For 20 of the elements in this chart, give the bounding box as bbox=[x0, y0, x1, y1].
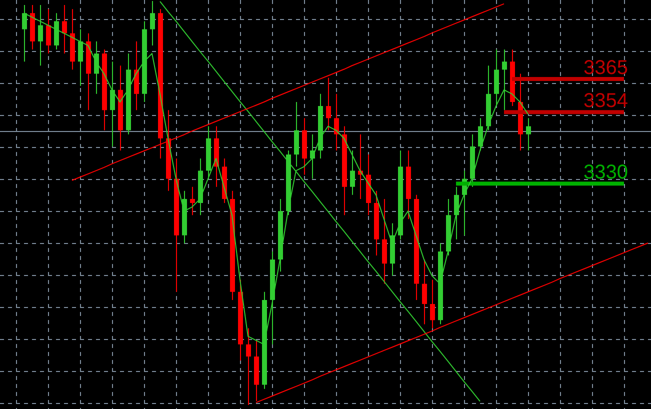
candlestick bbox=[334, 93, 339, 151]
candlestick bbox=[246, 328, 251, 406]
candlestick bbox=[430, 279, 435, 329]
candlestick bbox=[78, 28, 83, 86]
series-label: 3365 bbox=[584, 56, 628, 79]
series-label: 3330 bbox=[584, 162, 628, 184]
series-label: 3354 bbox=[584, 90, 628, 112]
candlestick bbox=[62, 4, 67, 54]
candlestick bbox=[46, 8, 51, 54]
candlestick bbox=[190, 186, 195, 216]
candlestick bbox=[478, 118, 483, 151]
candlestick bbox=[422, 259, 427, 325]
candlestick bbox=[526, 118, 531, 151]
candlestick bbox=[454, 186, 459, 240]
candlestick bbox=[94, 40, 99, 94]
candlestick bbox=[150, 0, 155, 46]
candlestick bbox=[110, 61, 115, 147]
candlestick bbox=[326, 77, 331, 131]
candlestick bbox=[502, 48, 507, 111]
candlestick bbox=[350, 150, 355, 196]
